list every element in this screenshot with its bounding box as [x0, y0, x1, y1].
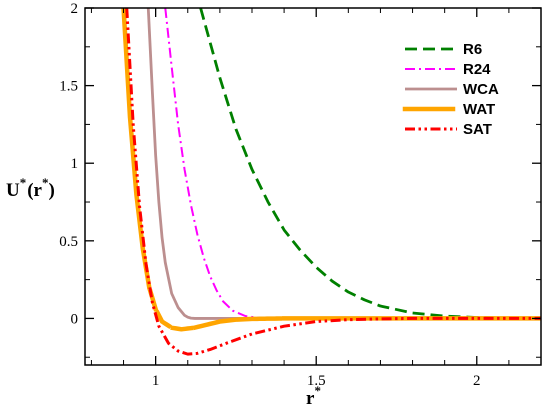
ticks-layer: 1 1.5 2 0 0.5 1 1.5 2	[59, 1, 542, 389]
y-tick-label: 1.5	[59, 79, 78, 95]
y-axis-title-sup: *	[20, 175, 27, 190]
y-axis-title: U*(r*)	[6, 175, 55, 201]
x-axis-title: r*	[306, 383, 321, 409]
x-axis-title-main: r	[306, 388, 315, 409]
series-line-wat	[121, 8, 541, 332]
y-axis-title-close: )	[49, 180, 55, 201]
series-layer	[121, 8, 541, 356]
y-tick-label: 2	[71, 1, 79, 17]
legend-label-sat: SAT	[463, 121, 492, 138]
x-axis-title-sup: *	[314, 383, 321, 398]
legend: R6 R24 WCA WAT SAT	[402, 41, 499, 138]
x-tick-label: 2	[473, 373, 481, 389]
plot-frame	[84, 7, 542, 366]
series-line-wca	[146, 8, 541, 320]
y-axis-title-arg-sup: *	[42, 175, 49, 190]
y-tick-label: 1	[71, 156, 79, 172]
x-tick-label: 1	[152, 373, 160, 389]
legend-label-wat: WAT	[463, 101, 495, 118]
y-tick-label: 0	[71, 311, 79, 327]
y-axis-title-arg: (r	[27, 180, 42, 201]
legend-label-r24: R24	[463, 61, 491, 78]
series-group	[121, 8, 541, 356]
y-tick-label: 0.5	[59, 234, 78, 250]
series-line-sat	[125, 8, 541, 356]
x-tick-label: 1.5	[307, 373, 326, 389]
legend-label-r6: R6	[463, 41, 482, 58]
legend-label-wca: WCA	[463, 81, 499, 98]
y-axis-title-main: U	[6, 180, 20, 201]
